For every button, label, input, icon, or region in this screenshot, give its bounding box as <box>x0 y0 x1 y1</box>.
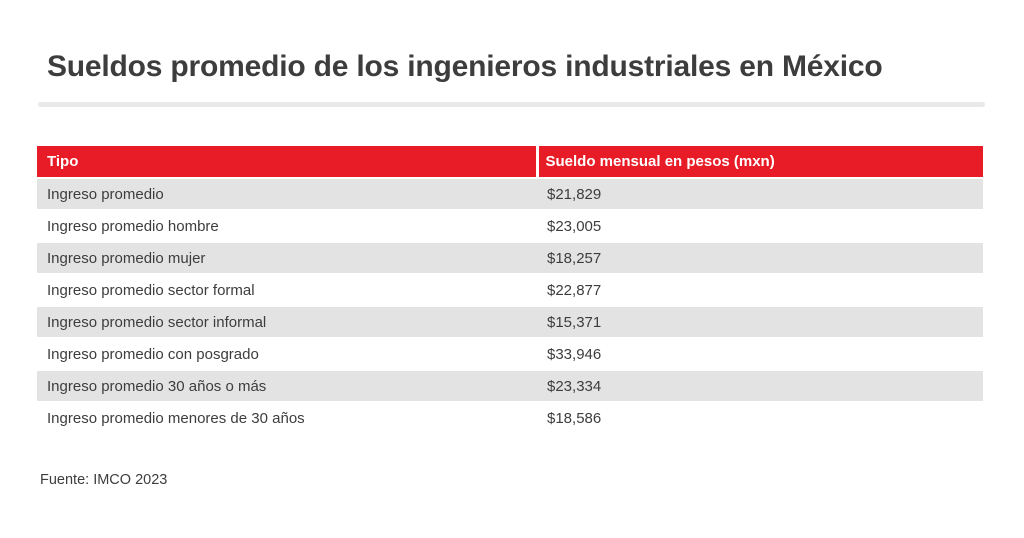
source-note: Fuente: IMCO 2023 <box>40 472 168 488</box>
table-row: Ingreso promedio 30 años o más $23,334 <box>37 370 983 402</box>
table-row: Ingreso promedio mujer $18,257 <box>37 242 983 274</box>
table-row: Ingreso promedio $21,829 <box>37 178 983 210</box>
row-value-sueldo: $22,877 <box>547 281 602 299</box>
title-divider <box>38 102 985 107</box>
row-label-tipo: Ingreso promedio sector formal <box>47 281 255 299</box>
row-value-sueldo: $18,586 <box>547 410 602 427</box>
table-row: Ingreso promedio menores de 30 años $18,… <box>37 402 983 434</box>
table-row: Ingreso promedio hombre $23,005 <box>37 210 983 242</box>
salary-table: Tipo Sueldo mensual en pesos (mxn) Ingre… <box>37 146 983 434</box>
row-value-sueldo: $15,371 <box>547 313 602 331</box>
row-label-tipo: Ingreso promedio con posgrado <box>47 345 259 363</box>
row-value-sueldo: $23,334 <box>547 377 602 395</box>
column-header-sueldo: Sueldo mensual en pesos (mxn) <box>535 146 983 178</box>
row-value-sueldo: $21,829 <box>547 185 602 203</box>
table-header-row: Tipo Sueldo mensual en pesos (mxn) <box>37 146 983 178</box>
row-value-sueldo: $23,005 <box>547 217 602 235</box>
page-title: Sueldos promedio de los ingenieros indus… <box>47 50 883 83</box>
table-row: Ingreso promedio con posgrado $33,946 <box>37 338 983 370</box>
column-header-tipo: Tipo <box>37 146 537 178</box>
table-header: Tipo Sueldo mensual en pesos (mxn) <box>37 146 983 178</box>
row-label-tipo: Ingreso promedio mujer <box>47 249 206 267</box>
table-row: Ingreso promedio sector formal $22,877 <box>37 274 983 306</box>
row-label-tipo: Ingreso promedio 30 años o más <box>47 377 267 395</box>
table-row: Ingreso promedio sector informal $15,371 <box>37 306 983 338</box>
table-body: Ingreso promedio $21,829 Ingreso promedi… <box>37 178 983 434</box>
row-label-tipo: Ingreso promedio <box>47 185 164 203</box>
row-value-sueldo: $18,257 <box>547 249 602 267</box>
row-label-tipo: Ingreso promedio hombre <box>47 217 219 235</box>
row-value-sueldo: $33,946 <box>547 345 602 363</box>
row-label-tipo: Ingreso promedio sector informal <box>47 313 267 331</box>
row-label-tipo: Ingreso promedio menores de 30 años <box>47 410 305 427</box>
